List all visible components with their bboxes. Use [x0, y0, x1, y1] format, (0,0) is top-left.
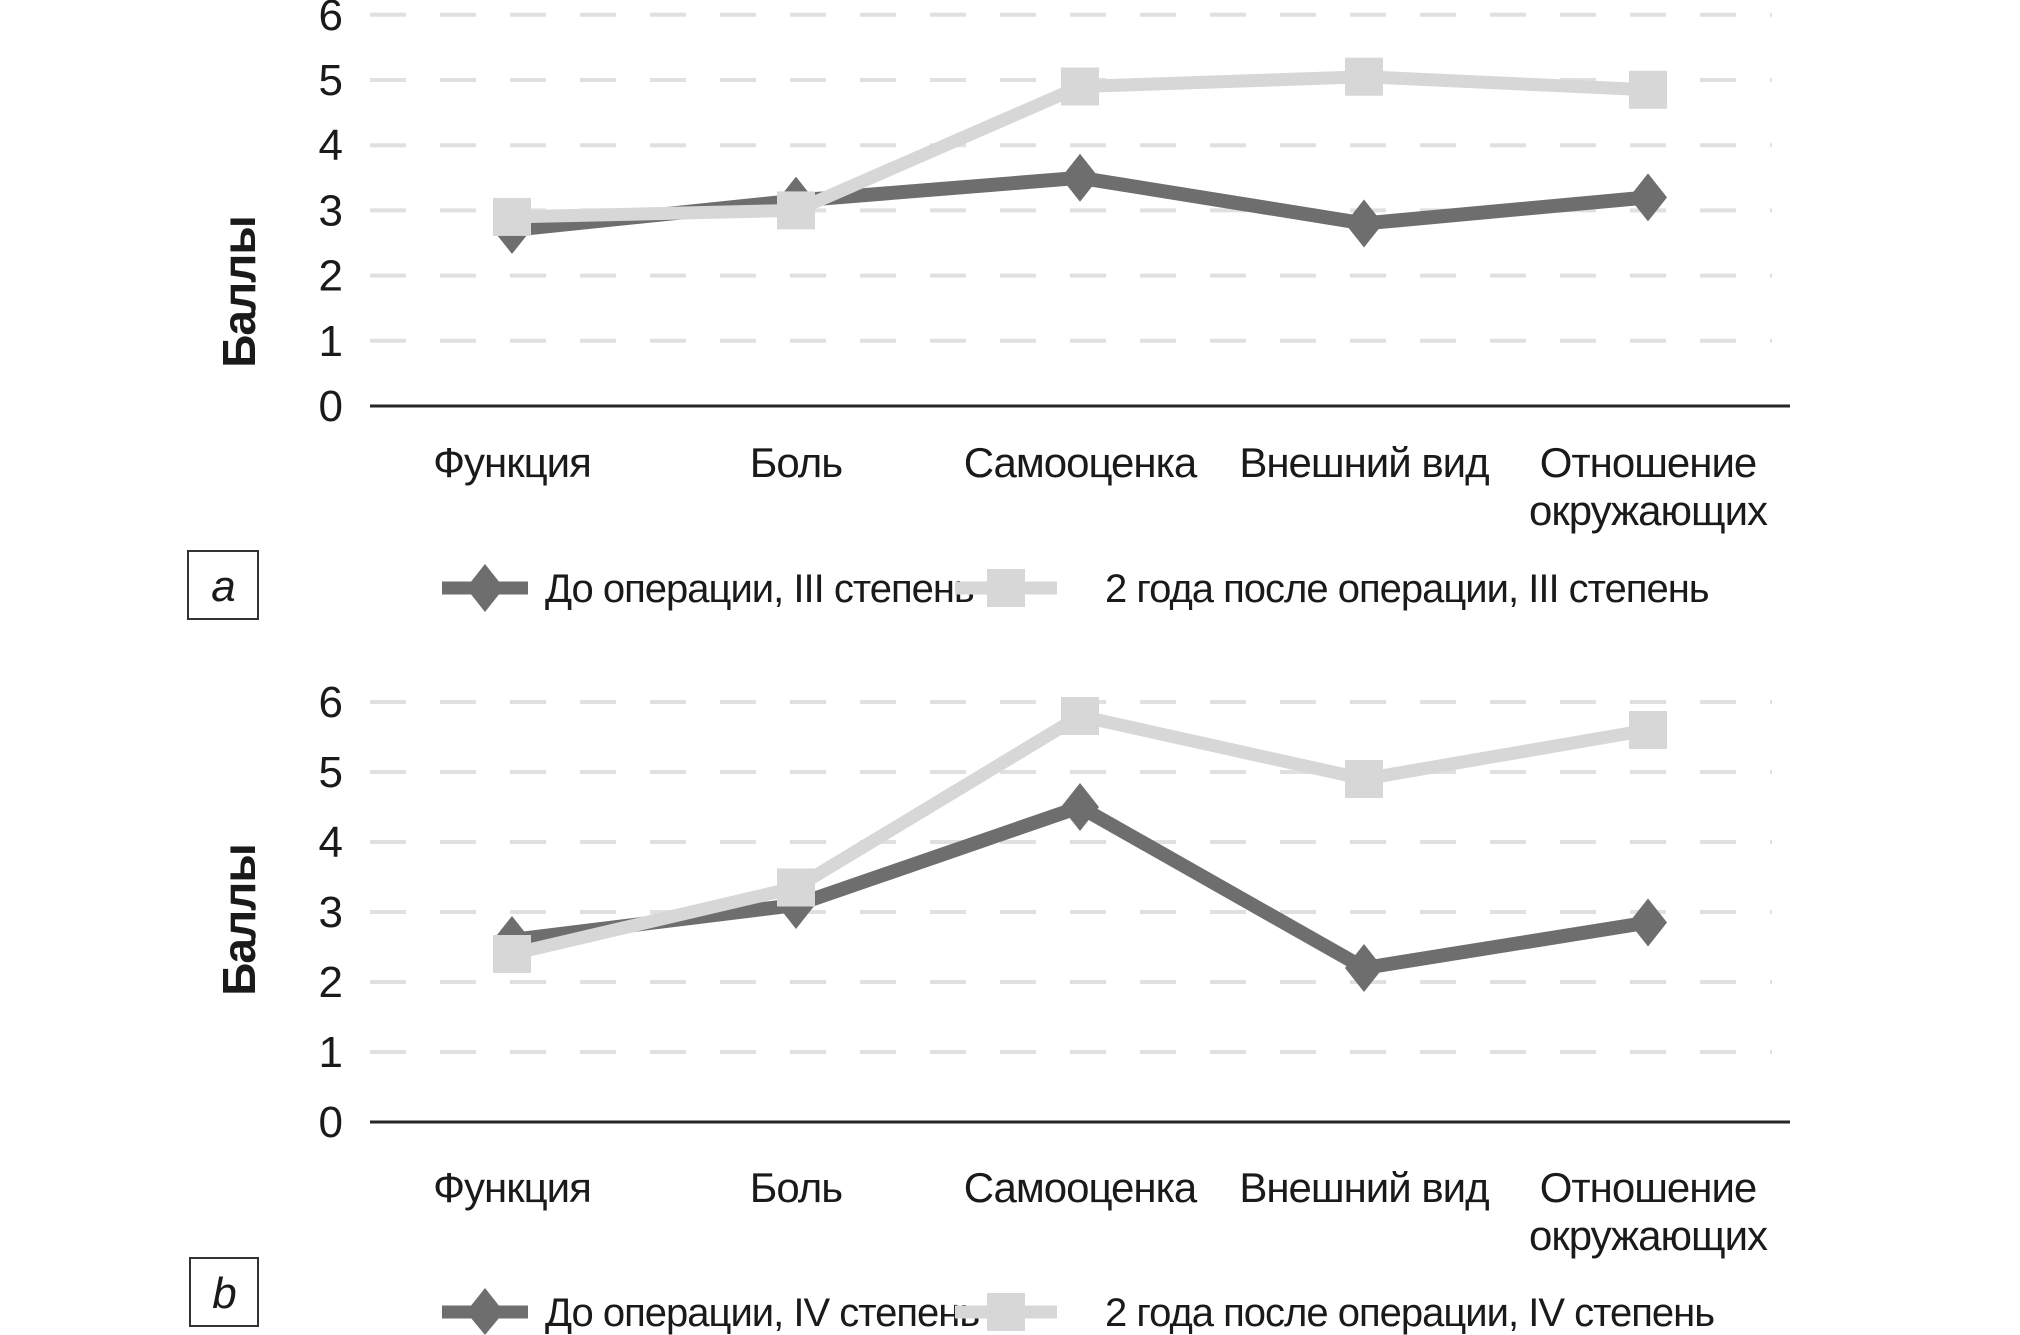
series-line-1	[510, 709, 1650, 961]
legend-label-after-surgery-IV: 2 года после операции, IV степень	[1105, 1291, 1714, 1335]
y-tick-label-5: 5	[319, 56, 342, 105]
legend-square-icon	[987, 1293, 1025, 1331]
square-marker	[493, 197, 531, 236]
y-tick-label-0: 0	[319, 1098, 342, 1147]
diamond-marker	[1061, 783, 1099, 831]
panel-a-frame	[187, 550, 259, 620]
legend-label-after-surgery-III: 2 года после операции, III степень	[1105, 567, 1709, 611]
legend-diamond-icon	[466, 1288, 504, 1335]
legend-diamond-icon	[466, 564, 504, 612]
series-line-0	[511, 799, 1650, 976]
square-marker	[1345, 57, 1383, 96]
diamond-marker	[1345, 944, 1383, 992]
legend-label-before-surgery-III: До операции, III степень	[545, 567, 974, 611]
square-marker	[1629, 711, 1667, 749]
y-tick-label-2: 2	[319, 252, 342, 301]
chart-b-series	[493, 697, 1667, 992]
square-marker	[1061, 697, 1099, 735]
panel-b-frame	[189, 1257, 259, 1327]
chart-a-y-axis-title: Баллы	[213, 216, 265, 367]
chart-b-panel-label-box: b	[189, 1257, 259, 1327]
y-tick-label-5: 5	[319, 748, 342, 797]
category-label: Отношение окружающих	[1529, 439, 1768, 534]
category-label: Внешний вид	[1239, 439, 1489, 486]
y-tick-label-4: 4	[319, 818, 343, 867]
diamond-marker	[1345, 199, 1383, 248]
square-marker	[777, 868, 815, 907]
chart-a-series	[493, 57, 1667, 254]
diamond-marker	[1629, 173, 1667, 222]
chart-a: 0 1 2 3 4 5 6 Функция Боль Самооценка Внешний вид…	[187, 0, 1790, 620]
category-label: Самооценка	[964, 1164, 1198, 1211]
category-label: Внешний вид	[1239, 1164, 1489, 1211]
y-tick-label-1: 1	[319, 317, 342, 366]
legend-square-icon	[987, 569, 1025, 607]
square-marker	[1629, 70, 1667, 109]
category-label: Боль	[750, 439, 843, 486]
chart-b-grid	[370, 700, 1790, 1124]
chart-b-ytick-labels: 0 1 2 3 4 5 6	[319, 678, 344, 1147]
legend-label-before-surgery-IV: До операции, IV степень	[545, 1291, 979, 1335]
y-tick-label-0: 0	[319, 382, 342, 431]
panel-a-label: a	[211, 562, 234, 611]
category-label: Функция	[433, 1164, 591, 1211]
chart-a-ytick-labels: 0 1 2 3 4 5 6	[319, 0, 344, 431]
panel-b-label: b	[212, 1269, 236, 1318]
square-marker	[493, 935, 531, 973]
chart-b: 0 1 2 3 4 5 6 Функция Боль Самооценка Внешний вид…	[189, 678, 1790, 1335]
chart-b-category-labels: Функция Боль Самооценка Внешний вид Отношени…	[433, 1164, 1769, 1259]
category-label: Боль	[750, 1164, 843, 1211]
chart-a-panel-label-box: a	[187, 550, 259, 620]
category-label: Отношение окружающих	[1529, 1164, 1768, 1259]
y-tick-label-6: 6	[319, 678, 342, 727]
chart-b-y-axis-title: Баллы	[213, 844, 265, 995]
category-label: Функция	[433, 439, 591, 486]
square-marker	[777, 191, 815, 230]
square-marker	[1061, 67, 1099, 106]
diamond-marker	[1061, 153, 1099, 202]
y-tick-label-1: 1	[319, 1028, 342, 1077]
chart-b-legend: До операции, IV степень 2 года после опе…	[442, 1288, 1715, 1335]
square-marker	[1345, 760, 1383, 798]
chart-a-legend: До операции, III степень 2 года после оп…	[442, 564, 1710, 612]
y-tick-label-3: 3	[319, 888, 342, 937]
chart-a-category-labels: Функция Боль Самооценка Внешний вид Отношени…	[433, 439, 1769, 534]
y-tick-label-3: 3	[319, 186, 342, 235]
y-tick-label-4: 4	[319, 121, 343, 170]
y-tick-label-6: 6	[319, 0, 342, 40]
category-label: Самооценка	[964, 439, 1198, 486]
diamond-marker	[1629, 898, 1667, 947]
y-tick-label-2: 2	[319, 958, 342, 1007]
